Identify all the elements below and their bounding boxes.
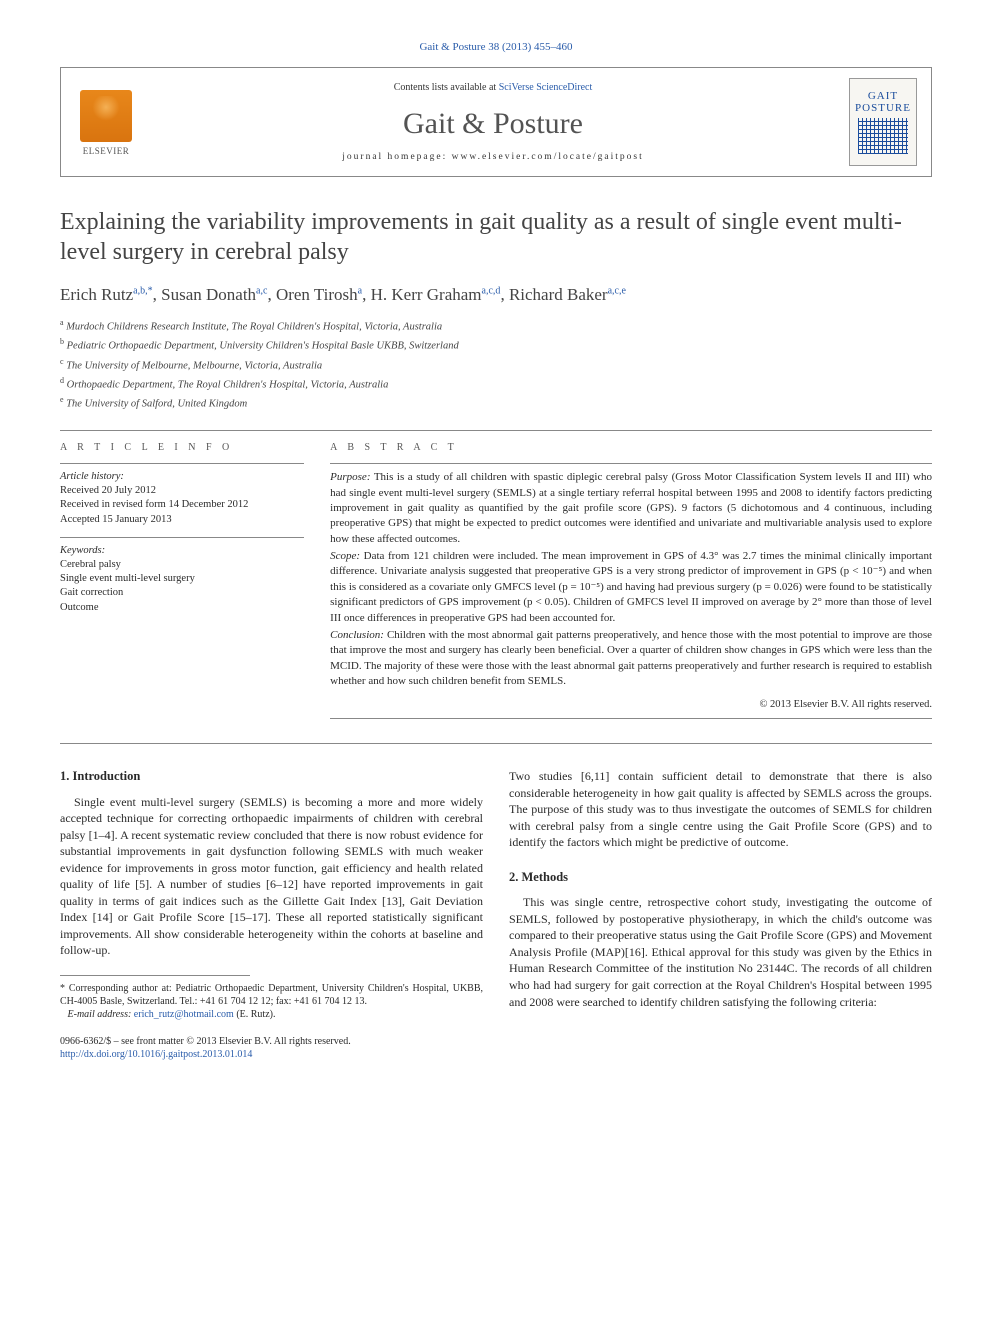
history-item: Accepted 15 January 2013	[60, 513, 304, 527]
email-suffix: (E. Rutz).	[234, 1009, 276, 1020]
author-aff: a,c,d	[482, 286, 501, 297]
affiliations: a Murdoch Childrens Research Institute, …	[60, 317, 932, 412]
aff-text: Murdoch Childrens Research Institute, Th…	[66, 322, 442, 333]
affiliation: d Orthopaedic Department, The Royal Chil…	[60, 375, 932, 393]
author-aff: a	[358, 286, 362, 297]
divider	[60, 537, 304, 538]
email-link[interactable]: erich_rutz@hotmail.com	[134, 1009, 234, 1020]
author-link[interactable]: Oren Tirosh	[276, 285, 358, 304]
footer-line: 0966-6362/$ – see front matter © 2013 El…	[60, 1035, 483, 1048]
journal-name: Gait & Posture	[137, 103, 849, 145]
journal-cover-thumb: GAIT POSTURE	[849, 78, 917, 166]
corr-text: Corresponding author at: Pediatric Ortho…	[60, 983, 483, 1007]
keyword: Single event multi-level surgery	[60, 572, 304, 586]
copyright: © 2013 Elsevier B.V. All rights reserved…	[330, 698, 932, 713]
abstract-heading: A B S T R A C T	[330, 441, 932, 455]
elsevier-logo: ELSEVIER	[75, 87, 137, 157]
author-aff: a,c,e	[608, 286, 626, 297]
divider	[60, 463, 304, 464]
email-label: E-mail address:	[68, 1009, 132, 1020]
right-column: Two studies [6,11] contain sufficient de…	[509, 768, 932, 1061]
cover-pattern-icon	[858, 118, 908, 154]
affiliation: c The University of Melbourne, Melbourne…	[60, 356, 932, 374]
article-info-heading: A R T I C L E I N F O	[60, 441, 304, 455]
abstract-text: Children with the most abnormal gait pat…	[330, 629, 932, 687]
article-info-column: A R T I C L E I N F O Article history: R…	[60, 441, 304, 725]
aff-key: b	[60, 337, 64, 346]
corresponding-email: E-mail address: erich_rutz@hotmail.com (…	[60, 1008, 483, 1021]
affiliation: b Pediatric Orthopaedic Department, Univ…	[60, 336, 932, 354]
aff-text: The University of Salford, United Kingdo…	[66, 398, 247, 409]
abstract-text: Data from 121 children were included. Th…	[330, 550, 932, 624]
elsevier-tree-icon	[80, 90, 132, 142]
body-paragraph: Single event multi-level surgery (SEMLS)…	[60, 794, 483, 959]
footnote-separator	[60, 975, 250, 976]
affiliation: e The University of Salford, United King…	[60, 394, 932, 412]
aff-key: d	[60, 376, 64, 385]
left-column: 1. Introduction Single event multi-level…	[60, 768, 483, 1061]
aff-key: a	[60, 318, 64, 327]
article-title: Explaining the variability improvements …	[60, 207, 932, 267]
aff-key: c	[60, 357, 64, 366]
author-link[interactable]: Susan Donath	[161, 285, 256, 304]
abstract-label: Purpose:	[330, 471, 370, 483]
body-paragraph: This was single centre, retrospective co…	[509, 894, 932, 1010]
section-heading: 2. Methods	[509, 869, 932, 886]
divider	[60, 743, 932, 744]
divider	[60, 430, 932, 431]
author-aff: a,b,*	[133, 286, 152, 297]
author-link[interactable]: H. Kerr Graham	[371, 285, 482, 304]
divider	[330, 463, 932, 464]
corresponding-author: * Corresponding author at: Pediatric Ort…	[60, 982, 483, 1008]
author-list: Erich Rutza,b,*, Susan Donatha,c, Oren T…	[60, 283, 932, 307]
contents-line: Contents lists available at SciVerse Sci…	[137, 81, 849, 95]
citation-line: Gait & Posture 38 (2013) 455–460	[60, 40, 932, 55]
aff-text: Orthopaedic Department, The Royal Childr…	[67, 379, 389, 390]
aff-text: The University of Melbourne, Melbourne, …	[66, 360, 322, 371]
keyword: Outcome	[60, 601, 304, 615]
affiliation: a Murdoch Childrens Research Institute, …	[60, 317, 932, 335]
aff-key: e	[60, 395, 64, 404]
section-heading: 1. Introduction	[60, 768, 483, 785]
abstract-label: Scope:	[330, 550, 360, 562]
contents-prefix: Contents lists available at	[394, 82, 499, 93]
journal-homepage: journal homepage: www.elsevier.com/locat…	[137, 151, 849, 164]
keyword: Cerebral palsy	[60, 558, 304, 572]
journal-header: ELSEVIER Contents lists available at Sci…	[60, 67, 932, 177]
history-item: Received 20 July 2012	[60, 484, 304, 498]
author-link[interactable]: Erich Rutz	[60, 285, 133, 304]
body-paragraph: Two studies [6,11] contain sufficient de…	[509, 768, 932, 851]
history-item: Received in revised form 14 December 201…	[60, 498, 304, 512]
history-heading: Article history:	[60, 470, 304, 484]
doi-link[interactable]: http://dx.doi.org/10.1016/j.gaitpost.201…	[60, 1049, 252, 1060]
abstract-label: Conclusion:	[330, 629, 384, 641]
cover-title: GAIT POSTURE	[850, 90, 916, 114]
divider	[330, 718, 932, 719]
author-aff: a,c	[256, 286, 267, 297]
article-footer: 0966-6362/$ – see front matter © 2013 El…	[60, 1035, 483, 1061]
publisher-label: ELSEVIER	[83, 145, 130, 158]
aff-text: Pediatric Orthopaedic Department, Univer…	[67, 341, 459, 352]
abstract-text: This is a study of all children with spa…	[330, 471, 932, 545]
abstract-column: A B S T R A C T Purpose: This is a study…	[330, 441, 932, 725]
sciencedirect-link[interactable]: SciVerse ScienceDirect	[499, 82, 593, 93]
keywords-heading: Keywords:	[60, 544, 304, 558]
author-link[interactable]: Richard Baker	[509, 285, 608, 304]
keyword: Gait correction	[60, 586, 304, 600]
corr-star: *	[60, 983, 65, 994]
